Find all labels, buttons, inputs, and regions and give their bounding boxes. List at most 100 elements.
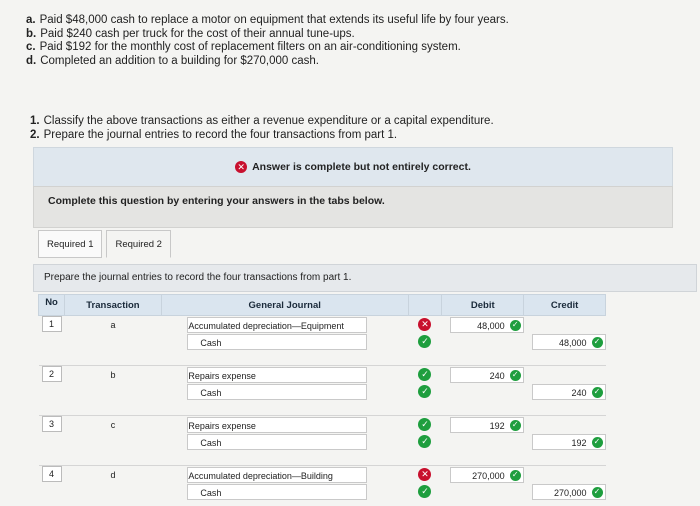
credit-cell: 48,000 ✓ [524, 333, 606, 350]
check-circle-icon: ✓ [418, 368, 432, 381]
problem-statement: a. Paid $48,000 cash to replace a motor o… [26, 14, 509, 68]
check-circle-icon: ✓ [591, 436, 603, 448]
debit-cell [442, 433, 524, 450]
table-row: 3 c Repairs expense ✓ 192 ✓ [39, 416, 606, 434]
account-cell: Cash [161, 383, 408, 400]
table-row: 4 d Accumulated depreciation—Building ✕ 270,… [39, 466, 606, 484]
row-separator [38, 350, 606, 366]
table-row: Cash ✓ 240 ✓ [39, 383, 606, 400]
answer-status-text: Answer is complete but not entirely corr… [252, 161, 471, 173]
debit-field[interactable]: 192 ✓ [449, 416, 524, 433]
question-item: 2. Prepare the journal entries to record … [30, 129, 398, 141]
credit-field[interactable]: 192 ✓ [531, 433, 606, 450]
account-field[interactable]: Repairs expense [187, 416, 368, 433]
account-cell: Repairs expense [161, 366, 408, 384]
account-field[interactable]: Repairs expense [187, 366, 368, 383]
entry-number: 1 [39, 316, 65, 351]
header-mark [407, 294, 443, 316]
table-row: 1 a Accumulated depreciation—Equipment ✕ 48,… [39, 316, 606, 334]
account-field[interactable]: Cash [187, 433, 368, 450]
account-field[interactable]: Cash [187, 383, 368, 400]
instructions-panel: Complete this question by entering your … [33, 186, 673, 228]
check-circle-icon: ✓ [418, 335, 432, 348]
debit-cell: 48,000 ✓ [442, 316, 524, 334]
debit-cell [442, 383, 524, 400]
account-cell: Cash [161, 483, 408, 500]
row-separator [38, 400, 606, 416]
result-mark: ✓ [408, 366, 442, 384]
x-circle-icon: ✕ [418, 468, 432, 481]
tab-required-1[interactable]: Required 1 [38, 230, 103, 258]
debit-cell [442, 483, 524, 500]
account-cell: Cash [161, 433, 408, 450]
result-mark: ✓ [408, 333, 442, 350]
credit-cell [524, 366, 606, 384]
credit-field[interactable]: 48,000 ✓ [531, 333, 606, 350]
answer-status-banner: ✕ Answer is complete but not entirely co… [33, 147, 673, 187]
tab-bar: Required 1 Required 2 [38, 230, 171, 258]
problem-item: a. Paid $48,000 cash to replace a motor o… [26, 14, 509, 26]
credit-cell: 270,000 ✓ [524, 483, 606, 500]
question-item: 1. Classify the above transactions as eit… [30, 115, 494, 127]
prepare-text: Prepare the journal entries to record th… [44, 272, 352, 283]
check-circle-icon: ✓ [509, 469, 521, 481]
debit-field[interactable]: 270,000 ✓ [449, 466, 524, 483]
debit-cell: 240 ✓ [442, 366, 524, 384]
credit-field[interactable]: 240 ✓ [531, 383, 606, 400]
check-circle-icon: ✓ [591, 386, 603, 398]
check-circle-icon: ✓ [418, 418, 432, 431]
transaction-letter: a [110, 319, 116, 330]
check-circle-icon: ✓ [509, 419, 521, 431]
transaction-letter: c [110, 419, 116, 430]
credit-field[interactable]: 270,000 ✓ [531, 483, 606, 500]
x-circle-icon: ✕ [235, 161, 248, 173]
check-circle-icon: ✓ [509, 369, 521, 381]
result-mark: ✓ [408, 433, 442, 450]
result-mark: ✓ [408, 483, 442, 500]
credit-cell [524, 416, 606, 434]
debit-cell [442, 333, 524, 350]
entry-number: 2 [39, 366, 65, 401]
check-circle-icon: ✓ [418, 485, 432, 498]
debit-cell: 192 ✓ [442, 416, 524, 434]
check-circle-icon: ✓ [509, 319, 521, 331]
result-mark: ✓ [408, 383, 442, 400]
questions: 1. Classify the above transactions as eit… [30, 114, 494, 142]
account-field[interactable]: Cash [187, 333, 368, 350]
credit-cell [524, 466, 606, 484]
result-mark: ✕ [408, 466, 442, 484]
row-separator [38, 450, 606, 466]
transaction-letter: d [110, 469, 116, 480]
check-circle-icon: ✓ [591, 486, 603, 498]
instructions-text: Complete this question by entering your … [48, 195, 385, 207]
x-circle-icon: ✕ [418, 318, 432, 331]
credit-cell: 240 ✓ [524, 383, 606, 400]
journal-table: No Transaction General Journal Debit Cre… [37, 294, 606, 500]
table-row: 2 b Repairs expense ✓ 240 ✓ [39, 366, 606, 384]
check-circle-icon: ✓ [418, 385, 432, 398]
header-general-journal: General Journal [160, 294, 409, 316]
tab-required-2[interactable]: Required 2 [106, 230, 171, 258]
debit-field[interactable]: 48,000 ✓ [449, 316, 524, 333]
table-row: Cash ✓ 192 ✓ [39, 433, 606, 450]
transaction-letter: b [110, 369, 116, 380]
header-no: No [37, 294, 66, 316]
account-cell: Cash [161, 333, 408, 350]
account-cell: Accumulated depreciation—Equipment [161, 316, 408, 334]
problem-item: d. Completed an addition to a building fo… [26, 54, 319, 67]
account-cell: Repairs expense [161, 416, 408, 434]
account-field[interactable]: Accumulated depreciation—Equipment [187, 316, 368, 333]
account-cell: Accumulated depreciation—Building [161, 466, 408, 484]
header-debit: Debit [441, 294, 525, 316]
header-transaction: Transaction [64, 294, 162, 316]
table-row: Cash ✓ 270,000 ✓ [39, 483, 606, 500]
table-row: Cash ✓ 48,000 ✓ [39, 333, 606, 350]
result-mark: ✓ [408, 416, 442, 434]
problem-item: c. Paid $192 for the monthly cost of repl… [26, 41, 461, 53]
problem-item: b. Paid $240 cash per truck for the cost … [26, 27, 355, 40]
check-circle-icon: ✓ [591, 336, 603, 348]
account-field[interactable]: Cash [187, 483, 368, 500]
account-field[interactable]: Accumulated depreciation—Building [187, 466, 368, 483]
entry-number: 4 [39, 466, 65, 501]
debit-field[interactable]: 240 ✓ [449, 366, 524, 383]
